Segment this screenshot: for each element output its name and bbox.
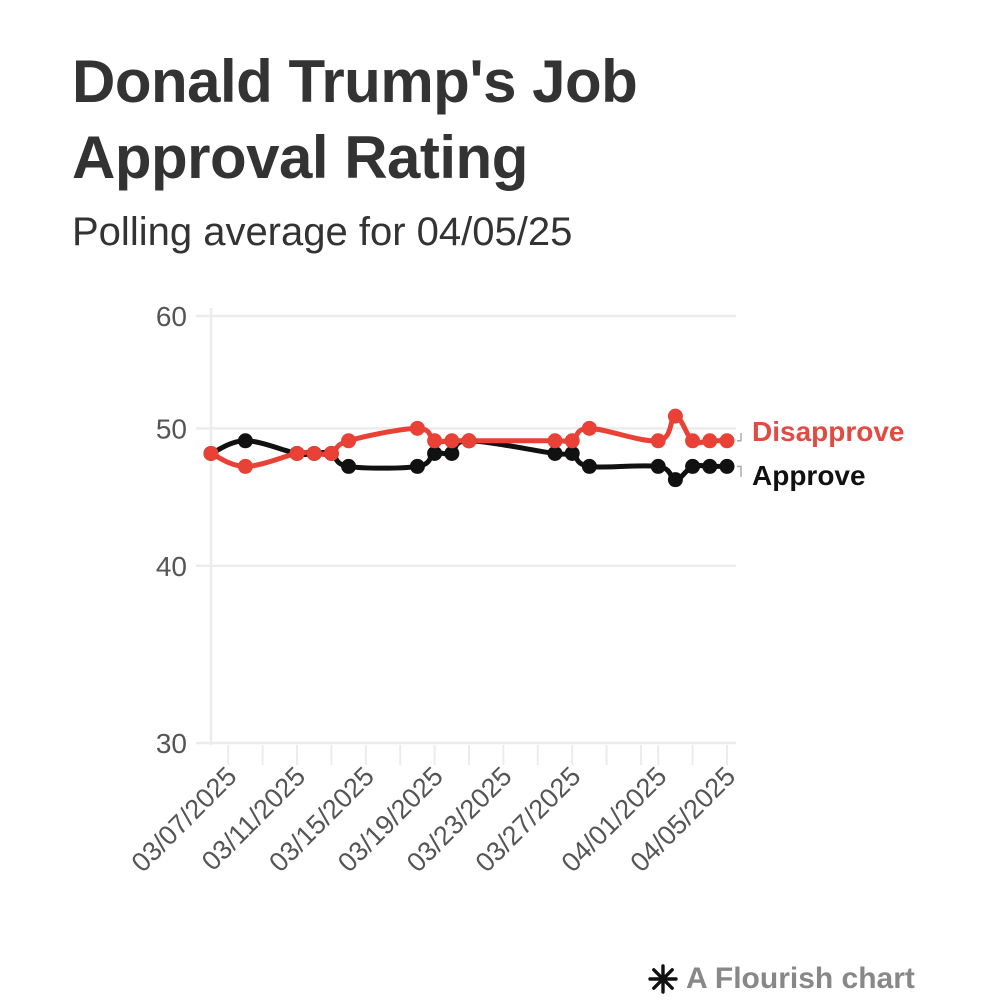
approve-point [547,445,563,461]
y-axis: 30 40 50 60 [156,301,213,759]
gridlines [196,314,736,745]
disapprove-point [323,445,339,461]
disapprove-point [547,433,563,449]
approve-point [444,445,460,461]
y-tick-label: 50 [156,413,187,444]
chart-subtitle: Polling average for 04/05/25 [72,210,573,254]
approve-point [564,445,580,461]
disapprove-point [306,445,322,461]
disapprove-point [564,433,580,449]
x-axis: 03/07/202503/11/202503/15/202503/19/2025… [126,745,741,878]
approve-point [667,472,683,488]
disapprove-point [409,420,425,436]
disapprove-point [341,433,357,449]
disapprove-label-connector [737,433,742,442]
series-labels: Approve Disapprove [737,416,905,491]
flourish-asterisk-icon [648,964,678,994]
disapprove-point [289,445,305,461]
approve-point [581,458,597,474]
flourish-credit-label: A Flourish chart [686,962,915,995]
disapprove-point [581,420,597,436]
flourish-credit[interactable]: A Flourish chart [648,962,915,996]
approve-point [685,458,701,474]
disapprove-point [427,433,443,449]
approve-point [427,445,443,461]
line-chart: 30 40 50 60 03/07/202503/11/202503/15/20250… [126,301,905,878]
disapprove-point [237,458,253,474]
approve-point [409,458,425,474]
chart-title: Donald Trump's Job Approval Rating [72,48,638,191]
approve-point [237,433,253,449]
y-tick-label: 60 [156,301,187,332]
disapprove-label: Disapprove [752,416,905,447]
y-tick-label: 40 [156,551,187,582]
disapprove-point [203,445,219,461]
approve-point [719,458,735,474]
disapprove-point [650,433,666,449]
approve-point [650,458,666,474]
y-tick-label: 30 [156,728,187,759]
disapprove-point [444,433,460,449]
disapprove-point [685,433,701,449]
approve-point [341,458,357,474]
disapprove-point [719,433,735,449]
series-points [203,408,735,488]
disapprove-point [702,433,718,449]
disapprove-point [461,433,477,449]
disapprove-point [667,408,683,424]
disapprove-points [203,408,735,474]
approve-point [702,458,718,474]
approve-label: Approve [752,460,866,491]
approve-label-connector [737,465,742,477]
